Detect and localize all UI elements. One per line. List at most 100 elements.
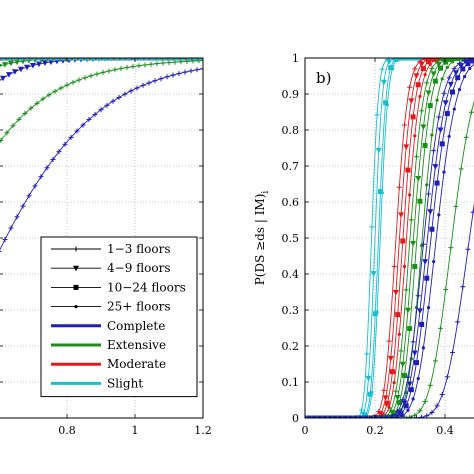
series-point (14, 59, 20, 66)
series-point (62, 141, 68, 147)
series-point (412, 263, 418, 269)
series-point (381, 387, 387, 393)
series-point (372, 311, 378, 317)
series-point (404, 307, 411, 314)
series-point (422, 398, 428, 404)
series-slight-all (0, 58, 203, 61)
series-point (120, 58, 126, 61)
right-panel: 0 0.2 0.400.10.20.30.40.50.60.70.80.91 b) … (253, 52, 474, 437)
series-point (42, 58, 48, 61)
series-point (437, 213, 441, 217)
series-point (439, 391, 445, 397)
legend-entry: 4−9 floors (51, 261, 171, 275)
series-point (384, 400, 390, 406)
series-point (369, 224, 375, 230)
series-point (180, 58, 186, 61)
series-point (412, 66, 418, 72)
legend-marker (73, 246, 79, 252)
series-point (420, 124, 427, 131)
series-point (432, 358, 438, 364)
series-point (455, 75, 461, 81)
series-point (450, 60, 455, 64)
series-point (426, 191, 432, 197)
series-point (447, 81, 454, 88)
series-point (429, 65, 435, 71)
series-point (421, 346, 425, 350)
series-point (128, 88, 134, 94)
series-point (148, 61, 154, 67)
series-point (345, 415, 351, 418)
series-point (440, 77, 444, 81)
series-point (104, 102, 110, 108)
series-point (154, 61, 160, 67)
series-point (397, 332, 401, 336)
legend-entry: 1−3 floors (51, 242, 171, 256)
series-point (64, 82, 70, 88)
series-point (341, 415, 347, 418)
legend-label: 1−3 floors (107, 242, 171, 256)
series-point (158, 76, 164, 82)
series-point (305, 415, 310, 418)
series-point (456, 58, 460, 62)
series-point (395, 312, 401, 318)
series-point (118, 66, 124, 72)
series-point (194, 67, 200, 73)
series-point (382, 395, 389, 401)
series-point (22, 110, 28, 116)
curves-clip (0, 58, 203, 252)
series-point (403, 144, 410, 150)
series-point (168, 58, 174, 61)
series-point (362, 415, 368, 418)
series-point (316, 415, 322, 418)
series-point (311, 415, 317, 418)
series-point (387, 405, 391, 409)
series-point (383, 415, 389, 418)
legend-entry: 10−24 floors (51, 280, 186, 294)
x-tick-label: 1 (132, 424, 139, 437)
series-point (367, 391, 373, 397)
series-point (407, 84, 413, 90)
series-point (371, 415, 377, 418)
series-point (417, 408, 423, 414)
series-point (418, 94, 422, 99)
series-point (16, 116, 22, 122)
series-point (6, 58, 12, 61)
y-tick-label: 0 (292, 412, 299, 425)
series-point (86, 117, 92, 123)
series-point (435, 61, 442, 68)
legend-label: Slight (107, 376, 143, 390)
series-point (463, 134, 469, 140)
series-point (447, 134, 451, 139)
series-point (415, 82, 421, 88)
x-tick-label: 0.2 (366, 424, 384, 437)
series-point (411, 397, 415, 401)
series-point (198, 58, 203, 61)
series-point (374, 112, 380, 118)
series-point (433, 58, 437, 62)
y-tick-label: 1 (292, 52, 299, 65)
series-point (188, 68, 194, 74)
series-point (379, 412, 385, 418)
series-point (408, 217, 414, 223)
series-point (144, 58, 150, 61)
series-point (375, 310, 379, 314)
y-tick-label: 0.1 (282, 376, 300, 389)
series-point (391, 264, 397, 270)
series-line (305, 58, 474, 418)
series-point (415, 175, 422, 182)
series-point (106, 68, 112, 74)
series-point (453, 58, 459, 62)
series-point (439, 141, 445, 147)
series-point (28, 105, 34, 111)
y-axis-label-subscript: i (261, 191, 271, 194)
series-point (437, 127, 444, 133)
series-point (419, 321, 425, 327)
left-panel: 0.8 1 1.2 1−3 floors 4−9 floors 10−24 floors… (0, 57, 212, 437)
series-point (408, 193, 412, 197)
series-point (80, 122, 86, 128)
series-point (396, 399, 402, 405)
series-point (8, 225, 14, 231)
series-point (130, 64, 136, 70)
series-point (365, 375, 372, 382)
series-point (470, 58, 474, 64)
